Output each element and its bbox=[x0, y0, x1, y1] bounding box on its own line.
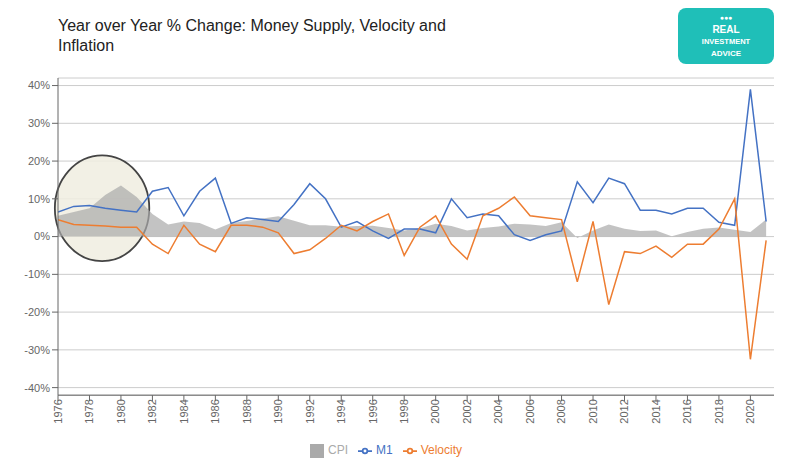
svg-text:2020: 2020 bbox=[744, 399, 756, 423]
svg-text:1998: 1998 bbox=[398, 399, 410, 423]
svg-text:-40%: -40% bbox=[24, 382, 50, 394]
svg-text:2004: 2004 bbox=[492, 399, 504, 423]
svg-text:2006: 2006 bbox=[524, 399, 536, 423]
html-text:REAL: REAL bbox=[712, 24, 740, 35]
svg-text:1980: 1980 bbox=[115, 399, 127, 423]
html-text:M1: M1 bbox=[376, 443, 393, 458]
svg-text:2000: 2000 bbox=[429, 399, 441, 423]
svg-text:1990: 1990 bbox=[272, 399, 284, 423]
svg-text:1976: 1976 bbox=[52, 399, 64, 423]
html-text:CPI: CPI bbox=[328, 443, 348, 458]
svg-text:0%: 0% bbox=[34, 230, 50, 242]
svg-text:2012: 2012 bbox=[618, 399, 630, 423]
svg-text:1994: 1994 bbox=[335, 399, 347, 423]
svg-text:2018: 2018 bbox=[713, 399, 725, 423]
svg-text:-30%: -30% bbox=[24, 344, 50, 356]
svg-text:10%: 10% bbox=[28, 193, 50, 205]
svg-text:-10%: -10% bbox=[24, 268, 50, 280]
svg-text:2016: 2016 bbox=[681, 399, 693, 423]
svg-text:1986: 1986 bbox=[209, 399, 221, 423]
svg-text:1992: 1992 bbox=[304, 399, 316, 423]
html-text:Velocity: Velocity bbox=[420, 443, 462, 458]
html-text:ADVICE: ADVICE bbox=[710, 49, 742, 58]
svg-text:1996: 1996 bbox=[367, 399, 379, 423]
svg-text:40%: 40% bbox=[28, 79, 50, 91]
svg-text:1982: 1982 bbox=[146, 399, 158, 423]
svg-text:2014: 2014 bbox=[650, 399, 662, 423]
svg-text:1988: 1988 bbox=[241, 399, 253, 423]
svg-text:2002: 2002 bbox=[461, 399, 473, 423]
svg-text:2010: 2010 bbox=[587, 399, 599, 423]
svg-text:1984: 1984 bbox=[178, 399, 190, 423]
svg-text:30%: 30% bbox=[28, 117, 50, 129]
svg-text:20%: 20% bbox=[28, 155, 50, 167]
html-text:Year over Year % Change: Money: Year over Year % Change: Money Supply, V… bbox=[58, 17, 446, 34]
svg-text:2008: 2008 bbox=[555, 399, 567, 423]
svg-text:-20%: -20% bbox=[24, 306, 50, 318]
html-text:Inflation: Inflation bbox=[58, 37, 114, 54]
svg-text:1978: 1978 bbox=[83, 399, 95, 423]
html-text:INVESTMENT: INVESTMENT bbox=[701, 37, 751, 46]
